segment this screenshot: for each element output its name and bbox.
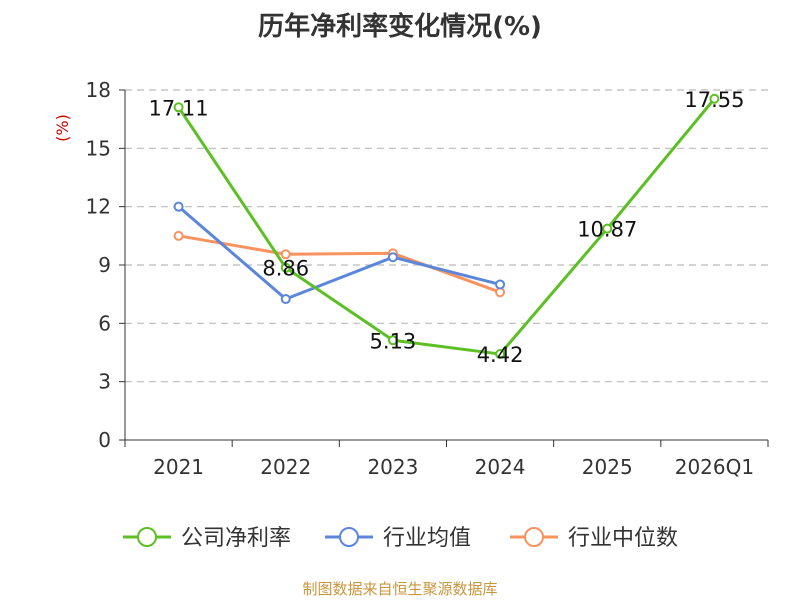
data-point xyxy=(495,279,506,290)
legend: 公司净利率 行业均值 行业中位数 xyxy=(123,526,678,551)
x-tick-label: 2021 xyxy=(153,455,204,479)
data-label: 17.11 xyxy=(149,96,209,120)
data-point xyxy=(173,201,184,212)
source-note: 制图数据来自恒生聚源数据库 xyxy=(302,580,498,598)
legend-label: 行业均值 xyxy=(383,526,471,551)
x-tick-label: 2024 xyxy=(475,455,526,479)
data-point xyxy=(495,349,506,360)
data-point xyxy=(280,294,291,305)
x-tick-label: 2026Q1 xyxy=(675,455,754,479)
data-point xyxy=(173,230,184,241)
axes: 0 3 6 9 12 15 18 2021 2022 2023 2024 2025 2026Q1 (%) xyxy=(53,78,769,479)
y-tick-label: 12 xyxy=(86,195,111,219)
y-tick-label: 6 xyxy=(98,311,111,335)
data-point xyxy=(173,102,184,113)
legend-label: 公司净利率 xyxy=(181,526,291,551)
series-lines xyxy=(173,93,720,360)
series-line xyxy=(178,234,501,294)
grid-lines xyxy=(125,89,768,383)
y-tick-label: 18 xyxy=(86,78,111,102)
legend-label: 行业中位数 xyxy=(568,526,678,551)
data-labels: 17.11 8.86 5.13 4.42 10.87 17.55 xyxy=(149,88,745,367)
x-tick-label: 2025 xyxy=(582,455,633,479)
data-label: 8.86 xyxy=(262,257,309,281)
legend-marker xyxy=(524,527,544,547)
legend-marker xyxy=(339,527,359,547)
data-label: 4.42 xyxy=(477,343,524,367)
x-tick-label: 2022 xyxy=(260,455,311,479)
data-point xyxy=(387,252,398,263)
y-tick-label: 3 xyxy=(98,370,111,394)
y-tick-label: 15 xyxy=(86,136,111,160)
data-point xyxy=(280,262,291,273)
x-tick-label: 2023 xyxy=(367,455,418,479)
series-line xyxy=(177,97,716,356)
y-tick-label: 0 xyxy=(98,428,111,452)
series-line xyxy=(177,205,501,301)
y-axis-unit: (%) xyxy=(53,114,72,142)
y-tick-label: 9 xyxy=(98,253,111,277)
data-point xyxy=(387,335,398,346)
data-point xyxy=(280,249,291,260)
data-label: 10.87 xyxy=(577,218,637,242)
chart-title: 历年净利率变化情况(%) xyxy=(258,12,542,42)
data-point xyxy=(709,93,720,104)
data-label: 17.55 xyxy=(684,88,744,112)
data-label: 5.13 xyxy=(370,329,417,353)
legend-marker xyxy=(137,527,157,547)
data-point xyxy=(602,223,613,234)
